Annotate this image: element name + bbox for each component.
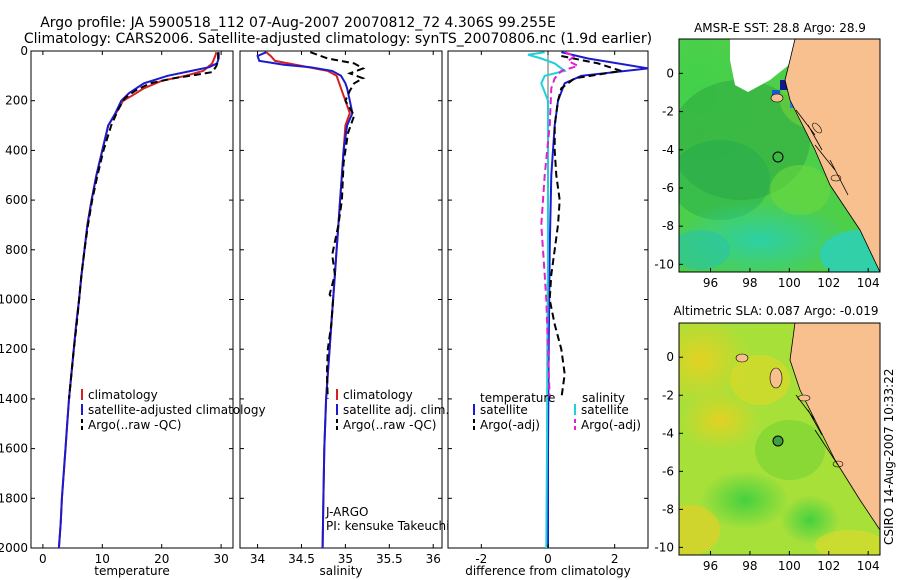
- depth-tick-label: 0: [20, 44, 28, 58]
- csiro-timestamp: CSIRO 14-Aug-2007 10:33:22: [882, 369, 896, 545]
- depth-tick-label: 1600: [0, 442, 28, 456]
- salinity-xtick-label: 35.5: [376, 552, 403, 566]
- sla_map-ytick-label: -10: [654, 540, 674, 554]
- salinity-xlabel: salinity: [319, 564, 362, 578]
- depth-tick-label: 1000: [0, 293, 28, 307]
- sst_map-ytick-label: -2: [662, 105, 674, 119]
- difference-legend-label: Argo(-adj): [480, 418, 540, 432]
- depth-tick-label: 200: [5, 94, 28, 108]
- salinity-series-group: [256, 51, 366, 548]
- salinity-series-line-2: [309, 51, 366, 399]
- temperature-xtick-label: 0: [39, 552, 47, 566]
- title-line-2: Climatology: CARS2006. Satellite-adjuste…: [24, 31, 652, 47]
- depth-tick-label: 1800: [0, 491, 28, 505]
- temperature-xlabel: temperature: [94, 564, 169, 578]
- sst_map-ytick-label: -8: [662, 219, 674, 233]
- temperature-xtick-label: 20: [154, 552, 169, 566]
- sla_map-ytick-label: -2: [662, 388, 674, 402]
- sla_map-xtick-label: 100: [778, 559, 801, 573]
- depth-tick-label: 800: [5, 243, 28, 257]
- sla_map-ytick-label: -4: [662, 426, 674, 440]
- depth-tick-label: 600: [5, 193, 28, 207]
- difference-series-group: [527, 51, 648, 548]
- sla-map-title: Altimetric SLA: 0.087 Argo: -0.019: [673, 304, 878, 318]
- sla-argo-marker: [772, 435, 784, 447]
- temperature-legend-label: climatology: [88, 388, 158, 402]
- depth-tick-label: 1400: [0, 392, 28, 406]
- difference-xlabel: difference from climatology: [465, 564, 631, 578]
- sst_map-ytick-label: -6: [662, 181, 674, 195]
- difference-xtick-label: 0: [544, 552, 552, 566]
- salinity-legend-label: Argo(..raw -QC): [343, 418, 436, 432]
- sst_map-ytick-label: -4: [662, 143, 674, 157]
- difference-series-line-2: [527, 51, 567, 548]
- sst_map-xtick-label: 96: [703, 276, 718, 290]
- sla_map-xtick-label: 104: [857, 559, 880, 573]
- sst-map-title: AMSR-E SST: 28.8 Argo: 28.9: [694, 21, 866, 35]
- sst_map-xtick-label: 104: [857, 276, 880, 290]
- title-line-1: Argo profile: JA 5900518_112 07-Aug-2007…: [40, 15, 556, 31]
- sst_map-ytick-label: 0: [666, 66, 674, 80]
- temperature-xtick-label: 30: [213, 552, 228, 566]
- pi-annotation: J-ARGO: [325, 505, 368, 519]
- sst-map: AMSR-E SST: 28.8 Argo: 28.9 96 98 100 102 10…: [654, 21, 881, 290]
- sla_map-xtick-label: 98: [742, 559, 757, 573]
- legend-title-temperature: temperature: [480, 391, 555, 405]
- sst_map-xtick-label: 98: [742, 276, 757, 290]
- sst_map-xtick-label: 100: [778, 276, 801, 290]
- salinity-axes: [239, 50, 443, 549]
- difference-legend-label: satellite: [581, 403, 629, 417]
- difference-xtick-label: -2: [475, 552, 487, 566]
- sst-argo-marker: [772, 151, 784, 163]
- salinity-xtick-label: 36: [426, 552, 441, 566]
- sla_map-xtick-label: 102: [817, 559, 840, 573]
- difference-series-line-1: [548, 55, 622, 400]
- sla_map-ytick-label: -6: [662, 464, 674, 478]
- salinity-xtick-label: 34.5: [288, 552, 315, 566]
- depth-tick-label: 400: [5, 143, 28, 157]
- salinity-xtick-label: 35: [338, 552, 353, 566]
- difference-xtick-label: 2: [611, 552, 619, 566]
- temperature-axes: [30, 50, 234, 549]
- temperature-legend-label: satellite-adjusted climatology: [88, 403, 266, 417]
- sla-map: Altimetric SLA: 0.087 Argo: -0.019 96 98 1…: [654, 304, 881, 573]
- pi-annotation: PI: kensuke Takeuchi: [326, 519, 449, 533]
- depth-tick-label: 2000: [0, 541, 28, 555]
- temperature-xtick-label: 10: [95, 552, 110, 566]
- difference-legend-label: satellite: [480, 403, 528, 417]
- sla_map-ytick-label: -8: [662, 502, 674, 516]
- sla_map-xtick-label: 96: [703, 559, 718, 573]
- temperature-series-group: [57, 51, 220, 548]
- temperature-series-line-2: [68, 52, 220, 399]
- depth-tick-label: 1200: [0, 342, 28, 356]
- difference-series-line-3: [540, 51, 581, 399]
- salinity-legend-label: satellite adj. clim.: [343, 403, 449, 417]
- legend-title-salinity: salinity: [582, 391, 625, 405]
- difference-legend-label: Argo(-adj): [581, 418, 641, 432]
- salinity-legend-label: climatology: [343, 388, 413, 402]
- sst_map-ytick-label: -10: [654, 257, 674, 271]
- sla_map-ytick-label: 0: [666, 350, 674, 364]
- salinity-xtick-label: 34: [250, 552, 265, 566]
- temperature-legend-label: Argo(..raw -QC): [88, 418, 181, 432]
- sst_map-xtick-label: 102: [817, 276, 840, 290]
